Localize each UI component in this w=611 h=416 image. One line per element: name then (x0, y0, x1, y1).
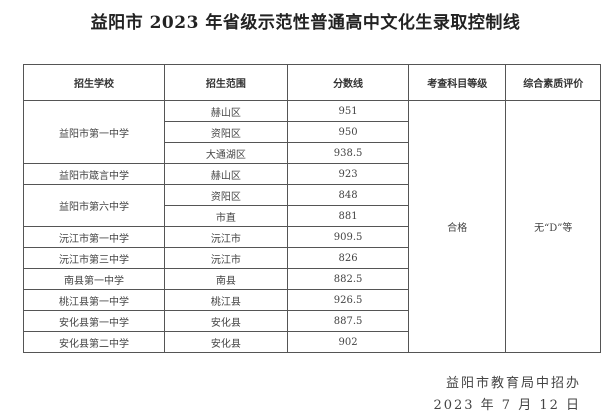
cell-score: 848 (286, 184, 410, 206)
cell-score: 881 (286, 205, 410, 227)
cell-score: 938.5 (286, 142, 410, 164)
table-row: 沅江市第三中学 沅江市 826 (23, 247, 601, 269)
cell-school: 安化县第二中学 (23, 331, 165, 353)
issue-date: 2023 年 7 月 12 日 (433, 398, 581, 413)
admission-table: 招生学校 招生范围 分数线 考查科目等级 综合素质评价 益阳市第一中学 赫山区 95… (23, 64, 601, 353)
cell-quality-eval: 无“D”等 (505, 100, 601, 353)
cell-score: 926.5 (286, 289, 410, 311)
cell-range: 沅江市 (163, 247, 288, 269)
table-row: 沅江市第一中学 沅江市 909.5 (23, 226, 601, 248)
cell-range: 沅江市 (163, 226, 288, 248)
header-quality-eval: 综合素质评价 (505, 64, 601, 101)
header-school: 招生学校 (23, 64, 165, 101)
cell-school: 桃江县第一中学 (23, 289, 165, 311)
cell-range: 资阳区 (163, 184, 288, 206)
issuer: 益阳市教育局中招办 (445, 376, 581, 391)
document-title: 益阳市 2023 年省级示范性普通高中文化生录取控制线 (90, 13, 521, 33)
header-row: 招生学校 招生范围 分数线 考查科目等级 综合素质评价 (23, 64, 601, 101)
table-row: 大通湖区 938.5 (24, 142, 601, 164)
cell-score: 882.5 (286, 268, 410, 290)
cell-school: 益阳市第六中学 (23, 184, 165, 227)
cell-range: 大通湖区 (163, 142, 288, 164)
header-subject-level: 考查科目等级 (408, 64, 507, 101)
cell-score: 887.5 (286, 310, 410, 332)
cell-score: 902 (286, 331, 410, 353)
table-row: 南县第一中学 南县 882.5 (23, 268, 601, 290)
header-range: 招生范围 (163, 64, 288, 101)
header-score: 分数线 (286, 64, 410, 101)
cell-range: 赫山区 (163, 100, 288, 122)
cell-school: 沅江市第三中学 (23, 247, 165, 269)
cell-school: 南县第一中学 (23, 268, 165, 290)
cell-score: 951 (286, 100, 410, 122)
cell-school: 益阳市第一中学 (23, 100, 165, 164)
table-row: 资阳区 950 (24, 121, 601, 143)
cell-score: 909.5 (286, 226, 410, 248)
table-row: 益阳市第一中学 赫山区 951 合格 无“D”等 (23, 100, 601, 353)
cell-range: 资阳区 (163, 121, 288, 143)
cell-school: 安化县第一中学 (23, 310, 165, 332)
cell-subject-level: 合格 (408, 100, 507, 353)
cell-range: 赫山区 (163, 163, 288, 185)
cell-range: 南县 (163, 268, 288, 290)
table-row: 安化县第二中学 安化县 902 (23, 331, 601, 353)
cell-score: 923 (286, 163, 410, 185)
cell-score: 826 (286, 247, 410, 269)
cell-range: 安化县 (163, 310, 288, 332)
cell-school: 沅江市第一中学 (23, 226, 165, 248)
cell-school: 益阳市箴言中学 (23, 163, 165, 185)
cell-score: 950 (286, 121, 410, 143)
cell-range: 市直 (163, 205, 288, 227)
table-row: 桃江县第一中学 桃江县 926.5 (23, 289, 601, 311)
cell-range: 桃江县 (163, 289, 288, 311)
table-row: 安化县第一中学 安化县 887.5 (23, 310, 601, 332)
cell-range: 安化县 (163, 331, 288, 353)
